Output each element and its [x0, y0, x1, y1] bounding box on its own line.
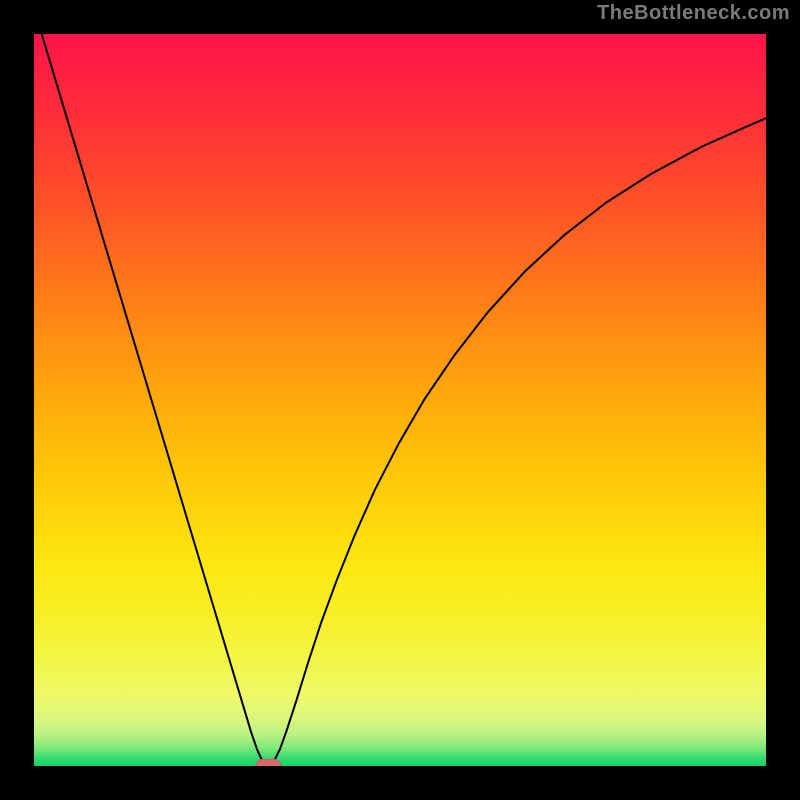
bottleneck-chart [0, 0, 800, 800]
figure-stage: TheBottleneck.com [0, 0, 800, 800]
plot-gradient-background [34, 34, 766, 766]
watermark-text: TheBottleneck.com [597, 2, 790, 25]
